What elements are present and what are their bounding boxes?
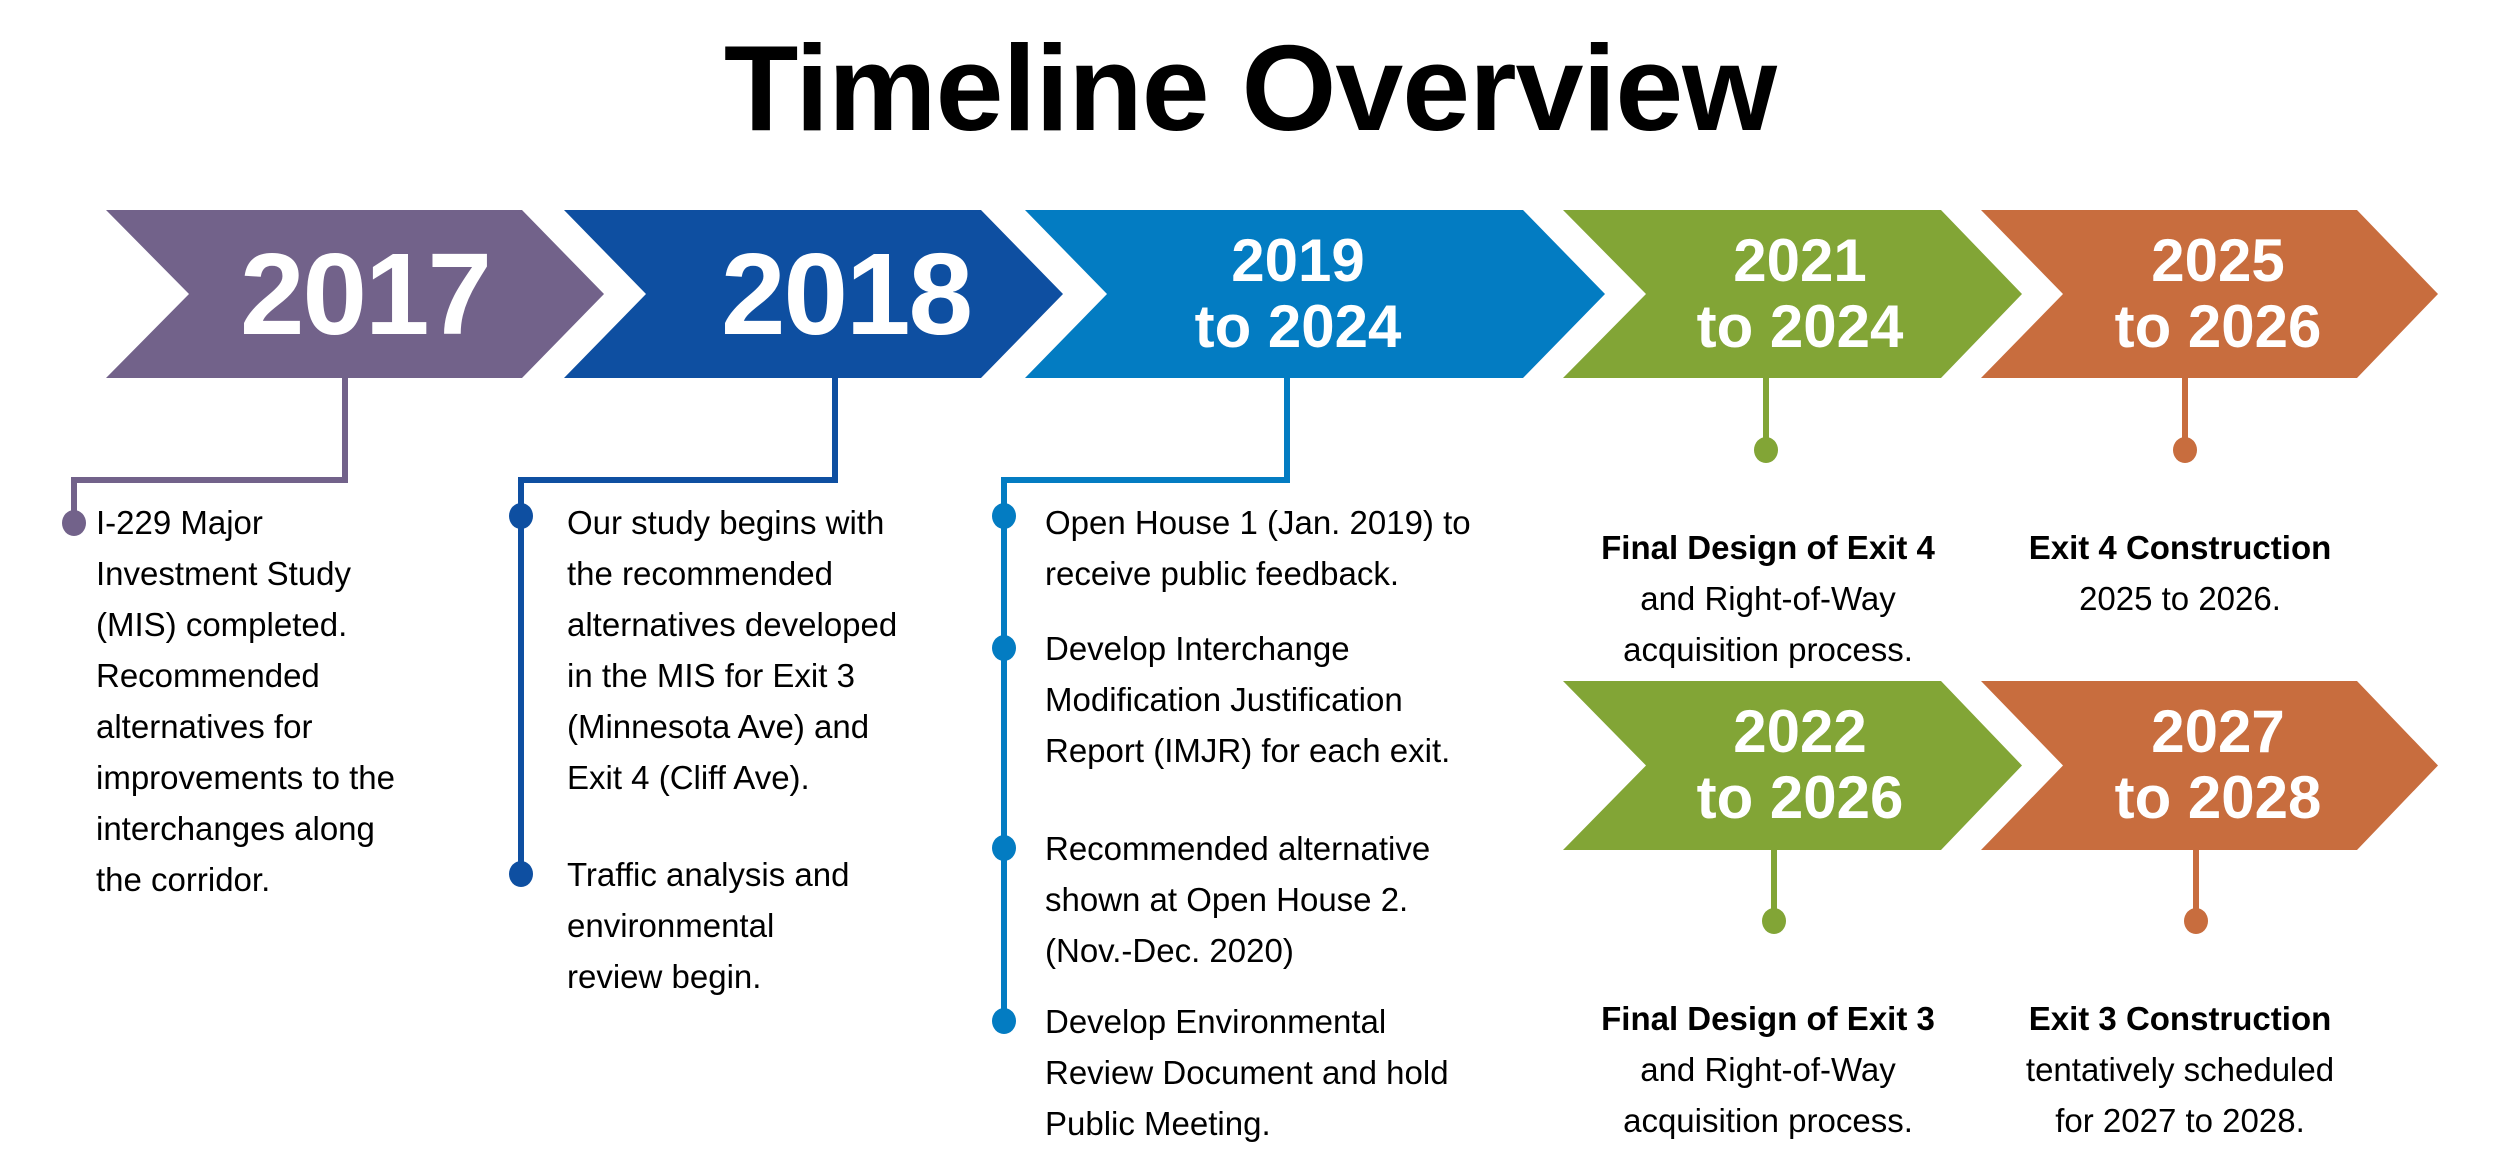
chevron-2017 bbox=[106, 210, 604, 378]
phase-2027-text: tentatively scheduled for 2027 to 2028. bbox=[2025, 1051, 2335, 1139]
chevron-2027-2028 bbox=[1981, 681, 2438, 850]
timeline-dot bbox=[1762, 908, 1786, 934]
timeline-dot bbox=[992, 635, 1016, 661]
phase-2019-item: Develop Interchange Modification Justifi… bbox=[1045, 630, 1451, 769]
phase-2017-description: I-229 Major Investment Study (MIS) compl… bbox=[96, 504, 395, 898]
chevron-2021-2024 bbox=[1563, 210, 2022, 378]
timeline-dot bbox=[992, 835, 1016, 861]
phase-label-2025-2026: 2025 to 2026 bbox=[2114, 227, 2322, 360]
phase-2022-description: Final Design of Exit 3 and Right-of-Way a… bbox=[1601, 942, 1935, 1146]
phase-2027-description: Exit 3 Construction tentatively scheduled… bbox=[2026, 942, 2334, 1146]
chevron-2018 bbox=[564, 210, 1063, 378]
phase-2019-item: Develop Environmental Review Document an… bbox=[1045, 1003, 1449, 1142]
phase-label-2018: 2018 bbox=[720, 229, 973, 359]
timeline-dot bbox=[1754, 437, 1778, 463]
timeline-dot bbox=[992, 503, 1016, 529]
connector-2017 bbox=[71, 378, 348, 520]
timeline-dot bbox=[2184, 908, 2208, 934]
phase-2025-text: 2025 to 2026. bbox=[2079, 580, 2281, 617]
phase-2019-item: Open House 1 (Jan. 2019) to receive publ… bbox=[1045, 504, 1471, 592]
phase-2025-description: Exit 4 Construction 2025 to 2026. bbox=[2029, 471, 2332, 624]
phase-2019-item: Recommended alternative shown at Open Ho… bbox=[1045, 830, 1431, 969]
phase-2018-item: Traffic analysis and environmental revie… bbox=[567, 856, 850, 995]
phase-label-2021-2024: 2021 to 2024 bbox=[1696, 227, 1904, 360]
timeline-dot bbox=[62, 510, 86, 536]
connector-2018 bbox=[518, 378, 838, 874]
phase-2021-heading: Final Design of Exit 4 bbox=[1601, 529, 1935, 566]
chevron-2022-2026 bbox=[1563, 681, 2022, 850]
phase-label-2022-2026: 2022 to 2026 bbox=[1696, 698, 1904, 831]
timeline-dot bbox=[992, 1008, 1016, 1034]
phase-2021-text: and Right-of-Way acquisition process. bbox=[1623, 580, 1913, 668]
page-title: Timeline Overview bbox=[723, 20, 1777, 156]
phase-2018-item: Our study begins with the recommended al… bbox=[567, 504, 898, 796]
chevron-2025-2026 bbox=[1981, 210, 2438, 378]
timeline-dot bbox=[509, 861, 533, 887]
phase-label-2027-2028: 2027 to 2028 bbox=[2114, 698, 2322, 831]
phase-2027-heading: Exit 3 Construction bbox=[2028, 1000, 2332, 1037]
chevron-2019-2024 bbox=[1025, 210, 1605, 378]
phase-2022-text: and Right-of-Way acquisition process. bbox=[1623, 1051, 1913, 1139]
timeline-dot bbox=[2173, 437, 2197, 463]
phase-2021-description: Final Design of Exit 4 and Right-of-Way a… bbox=[1601, 471, 1935, 675]
timeline-dot bbox=[509, 503, 533, 529]
phase-2022-heading: Final Design of Exit 3 bbox=[1601, 1000, 1935, 1037]
phase-2025-heading: Exit 4 Construction bbox=[2028, 529, 2332, 566]
phase-label-2017: 2017 bbox=[239, 229, 492, 359]
connector-2019-2024 bbox=[1001, 378, 1290, 1021]
phase-label-2019-2024: 2019 to 2024 bbox=[1194, 227, 1402, 360]
